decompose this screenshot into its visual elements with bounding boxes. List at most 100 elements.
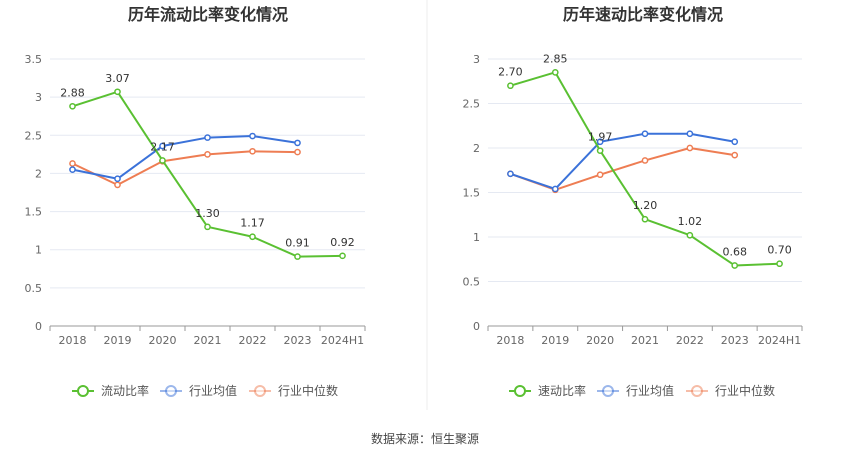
chart-1-legend: 流动比率 行业均值 行业中位数 — [72, 383, 338, 398]
chart-2-legend-label-median: 行业中位数 — [715, 383, 775, 398]
chart-2-data-label: 1.20 — [633, 199, 658, 212]
chart-2-data-label: 1.02 — [678, 215, 703, 228]
chart-2-x-tick-label: 2024H1 — [758, 334, 801, 347]
chart-2-data-label: 0.68 — [722, 245, 747, 258]
chart-2-series-median-point — [731, 151, 739, 159]
chart-1-data-label: 0.91 — [285, 237, 310, 250]
chart-2-data-label: 1.97 — [588, 131, 613, 144]
chart-1-x-tick-label: 2020 — [149, 334, 177, 347]
chart-1-series-avg-point — [69, 166, 76, 173]
chart-2-x-tick-label: 2021 — [631, 334, 659, 347]
chart-2-series-main-point — [551, 69, 559, 76]
chart-1-data-label: 2.17 — [150, 140, 175, 153]
chart-2-legend-marker-median — [691, 385, 703, 397]
chart-2-x-tick-label: 2023 — [721, 334, 749, 347]
chart-2-data-label: 0.70 — [767, 244, 792, 257]
chart-1-x-tick-label: 2024H1 — [321, 334, 364, 347]
chart-1-y-tick-label: 1.5 — [25, 206, 43, 219]
chart-1-y-tick-label: 2 — [35, 167, 42, 180]
chart-1-series-main-line — [72, 90, 343, 258]
chart-1-y-tick-label: 3.5 — [25, 53, 43, 66]
chart-2-plot: 0 0.5 1 1.5 2 2.5 3 2018 2019 2020 2021 2022 2023 202… — [463, 52, 803, 347]
chart-1-series-median-line — [72, 150, 298, 186]
chart-2-series-main-point — [596, 147, 604, 155]
chart-2-series-main-point — [641, 215, 649, 223]
chart-1-title: 历年流动比率变化情况 — [128, 5, 288, 24]
chart-2-legend-item-median: 行业中位数 — [686, 383, 775, 398]
chart-2-series-avg-point — [731, 138, 739, 146]
chart-1-data-label: 0.92 — [330, 236, 355, 249]
chart-1-x-tick-label: 2023 — [284, 334, 312, 347]
chart-2-y-tick-label: 0.5 — [463, 276, 481, 289]
chart-1-series-main-point — [159, 157, 166, 164]
chart-1-legend-label-median: 行业中位数 — [278, 383, 338, 398]
chart-1-plot: 0 0.5 1 1.5 2 2.5 3 3.5 2018 2019 2020 2021 2022 2023… — [25, 53, 366, 347]
chart-1-series-main-point — [114, 88, 121, 96]
chart-1-series-avg-point — [204, 134, 211, 141]
chart-1-series-median-point — [249, 147, 256, 155]
chart-1-series-avg-line — [72, 135, 298, 180]
chart-2-data-label: 2.85 — [543, 52, 568, 65]
chart-1-legend-label-avg: 行业均值 — [189, 383, 237, 398]
chart-1-x-tick-label: 2019 — [104, 334, 132, 347]
chart-1-x-tick-label: 2021 — [194, 334, 222, 347]
chart-1-series-avg-point — [294, 139, 301, 147]
chart-2-y-tick-label: 1.5 — [463, 187, 481, 200]
chart-2-x-tick-label: 2018 — [496, 334, 524, 347]
chart-1-y-tick-label: 0 — [35, 320, 42, 333]
chart-1-x-tick-label: 2022 — [239, 334, 267, 347]
chart-2-legend-item-main: 速动比率 — [509, 383, 586, 398]
chart-1-y-tick-label: 2.5 — [25, 129, 43, 142]
chart-2-series-main-point — [776, 260, 783, 268]
chart-2-series-avg-line — [510, 132, 735, 190]
chart-2-legend-label-avg: 行业均值 — [626, 383, 674, 398]
chart-1-data-label: 3.07 — [105, 72, 130, 85]
chart-1-series-median-point — [294, 148, 301, 156]
chart-2-series-main-point — [686, 231, 694, 239]
chart-1-legend-item-main: 流动比率 — [72, 383, 149, 398]
chart-1-series-main-point — [294, 253, 301, 260]
data-source: 数据来源：恒生聚源 — [371, 431, 479, 446]
chart-1-x-tick-label: 2018 — [59, 334, 87, 347]
chart-2-title: 历年速动比率变化情况 — [563, 5, 723, 24]
chart-1-legend-marker-main — [77, 385, 89, 397]
chart-1-series-median-point — [204, 151, 211, 158]
chart-2-series-main-point — [731, 262, 739, 269]
chart-1-data-label: 1.30 — [195, 207, 220, 220]
chart-2-legend: 速动比率 行业均值 行业中位数 — [509, 383, 775, 398]
chart-2-x-tick-label: 2020 — [586, 334, 614, 347]
chart-1-y-tick-label: 3 — [35, 91, 42, 104]
chart-2-legend-marker-avg — [602, 385, 614, 397]
chart-2-x-tick-label: 2019 — [541, 334, 569, 347]
chart-2-legend-item-avg: 行业均值 — [597, 383, 674, 398]
chart-2-series-avg-point — [596, 138, 604, 146]
chart-1-legend-marker-avg — [165, 385, 177, 397]
chart-1-legend-marker-median — [254, 385, 266, 397]
chart-1-series-median-point — [69, 160, 76, 167]
chart-2-data-label: 2.70 — [498, 66, 523, 79]
chart-1-data-label: 2.88 — [60, 86, 85, 99]
chart-2-y-tick-label: 2.5 — [463, 98, 481, 111]
chart-1-series-main-point — [69, 102, 76, 110]
chart-1-y-tick-label: 1 — [35, 244, 42, 257]
chart-1-series-median-point — [114, 181, 121, 189]
chart-2-x-tick-label: 2022 — [676, 334, 704, 347]
chart-2-y-tick-label: 0 — [473, 320, 480, 333]
chart-1-legend-label-main: 流动比率 — [101, 383, 149, 398]
chart-1-series-main-point — [249, 233, 256, 241]
chart-2-series-avg-point — [686, 130, 694, 138]
chart-2-series-median-point — [641, 157, 649, 164]
chart-2-series-avg-point — [507, 170, 514, 178]
chart-1-data-label: 1.17 — [240, 217, 265, 230]
chart-2-legend-label-main: 速动比率 — [538, 383, 586, 398]
chart-2-legend-marker-main — [514, 385, 526, 397]
chart-1-y-tick-label: 0.5 — [25, 282, 43, 295]
chart-2-y-tick-label: 2 — [473, 142, 480, 155]
chart-1-series-avg-point — [114, 175, 121, 183]
chart-1-series-avg-point — [159, 142, 166, 150]
chart-2-series-avg-point — [551, 185, 559, 193]
chart-2-series-avg-point — [641, 130, 649, 138]
chart-1-legend-item-median: 行业中位数 — [249, 383, 338, 398]
chart-2-series-median-point — [686, 144, 694, 152]
chart-2-series-main-point — [507, 82, 514, 90]
